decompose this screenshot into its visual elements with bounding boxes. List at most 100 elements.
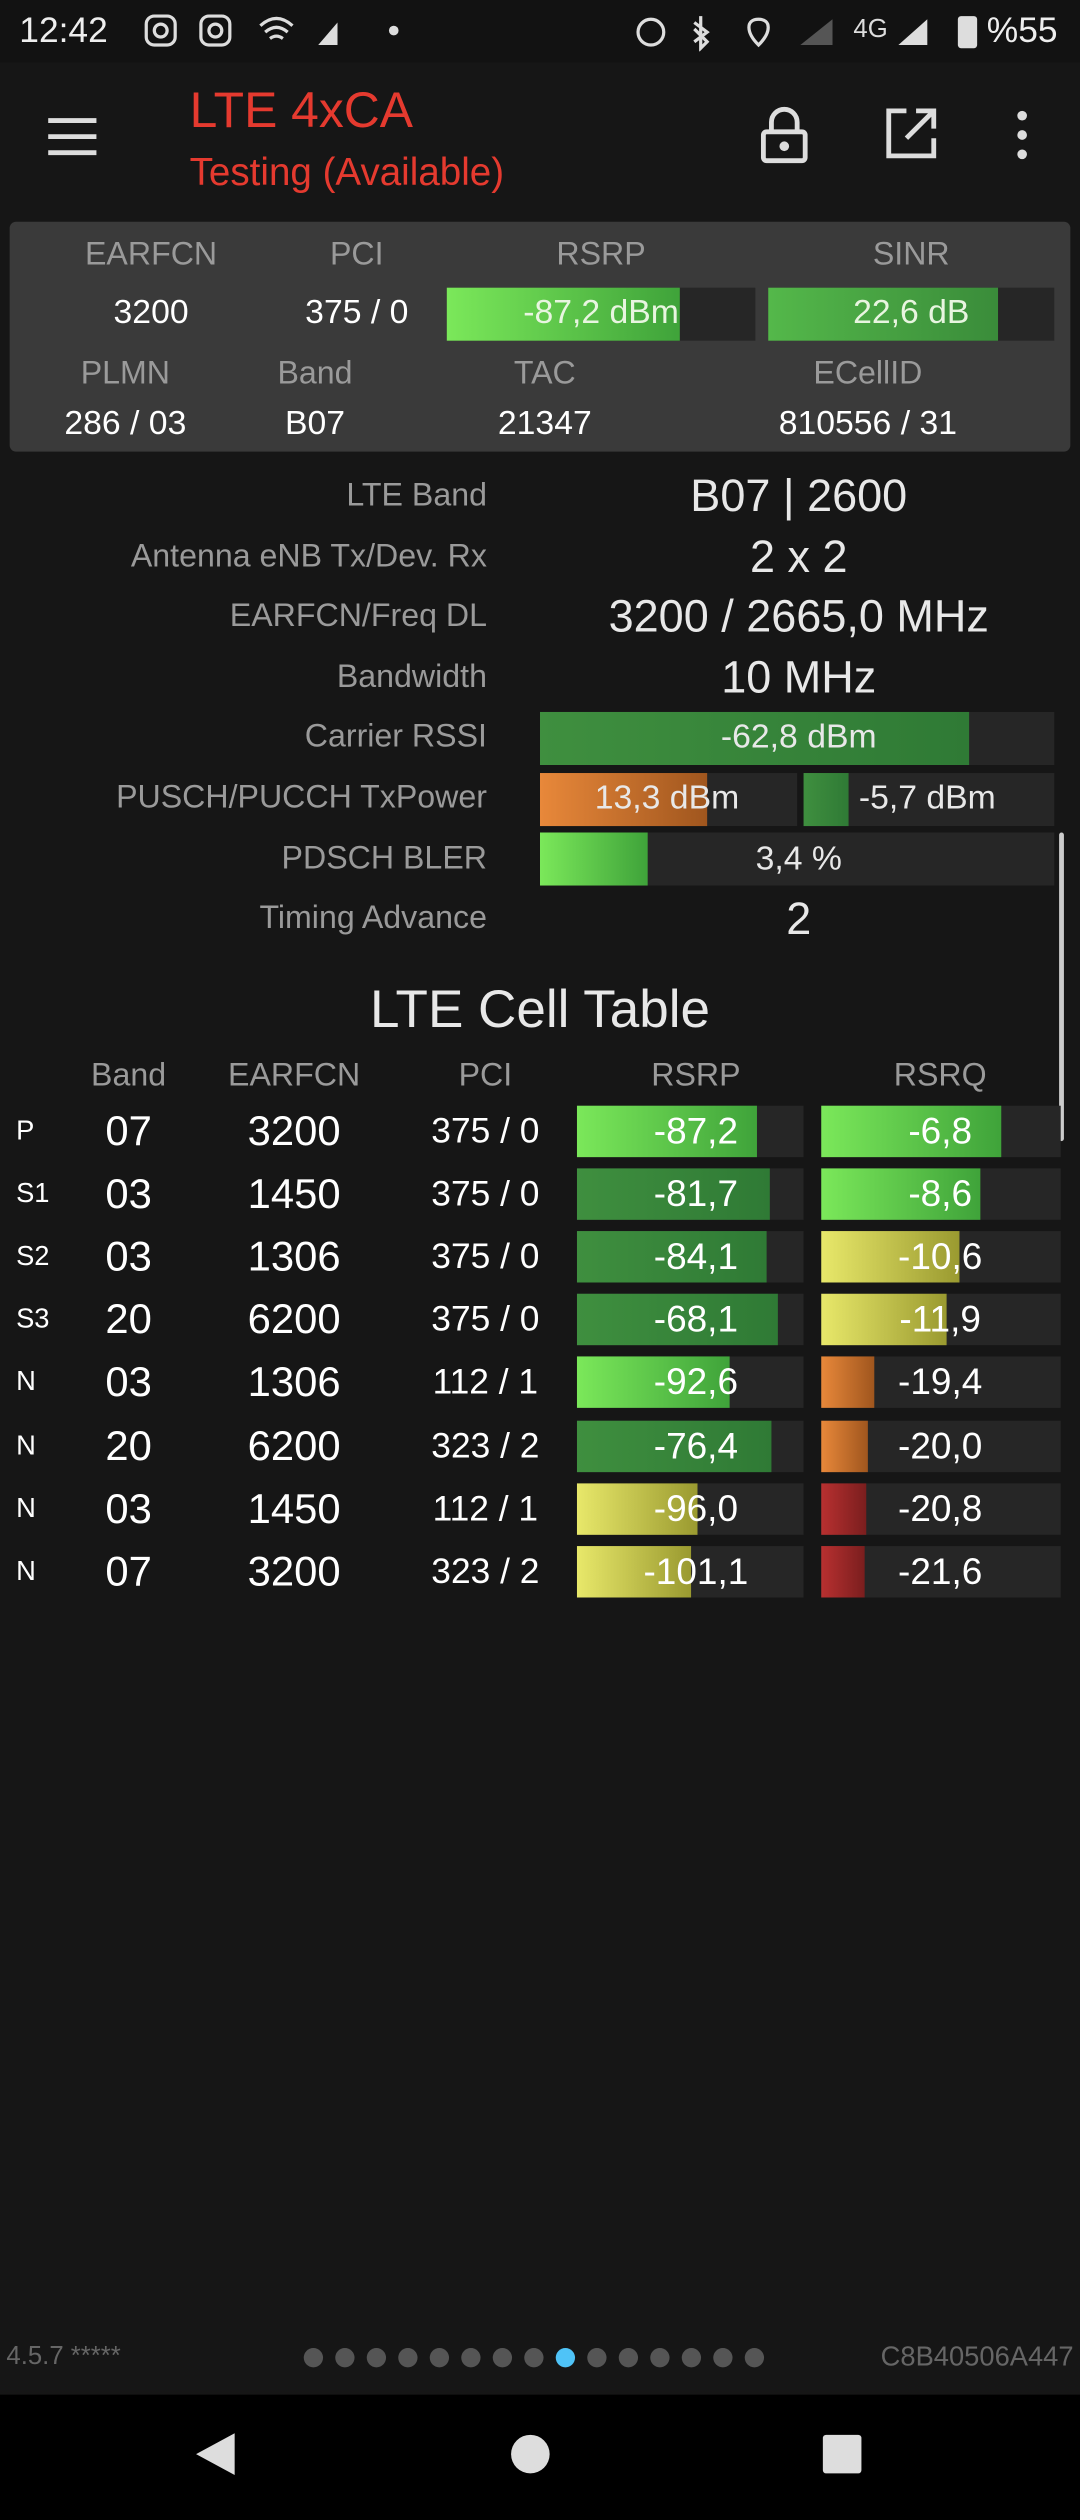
rsrq-bar bbox=[821, 1294, 947, 1346]
battery-icon bbox=[957, 16, 978, 49]
cell-value: -8,6 bbox=[908, 1172, 973, 1215]
page-dot[interactable] bbox=[555, 2348, 576, 2368]
summary-label: PCI bbox=[329, 237, 384, 273]
cell-value: 323 / 2 bbox=[431, 1550, 540, 1591]
summary-value: -87,2 dBm bbox=[523, 294, 679, 332]
rsrq-bar bbox=[821, 1419, 868, 1472]
rsrq-bar-track bbox=[821, 1231, 1061, 1283]
cell-value: 112 / 1 bbox=[432, 1361, 539, 1403]
rsrq-bar-track bbox=[821, 1168, 1061, 1220]
page-dot[interactable] bbox=[713, 2348, 733, 2368]
detail-value: 2 x 2 bbox=[749, 531, 848, 582]
detail-label: PDSCH BLER bbox=[281, 840, 487, 877]
summary-value: 286 / 03 bbox=[64, 405, 187, 442]
detail-value: B07 | 2600 bbox=[690, 470, 908, 521]
cell-value: 375 / 0 bbox=[431, 1110, 540, 1151]
detail-value: 2 bbox=[786, 893, 812, 944]
column-header: RSRQ bbox=[893, 1058, 987, 1094]
bler-bar bbox=[540, 832, 648, 886]
cell-value: 03 bbox=[105, 1232, 152, 1281]
cell-value: 6200 bbox=[247, 1295, 341, 1344]
summary-value: 375 / 0 bbox=[305, 294, 409, 332]
detail-label: Timing Advance bbox=[259, 901, 487, 937]
page-dot[interactable] bbox=[587, 2348, 607, 2368]
cell-value: -20,0 bbox=[898, 1423, 983, 1466]
rsrq-bar bbox=[821, 1482, 867, 1535]
pucch-bar bbox=[803, 772, 849, 826]
rsrp-bar-track bbox=[576, 1105, 804, 1158]
more-button[interactable] bbox=[1009, 109, 1035, 160]
page-dot[interactable] bbox=[650, 2348, 670, 2368]
rsrq-bar bbox=[821, 1231, 960, 1283]
page-dot[interactable] bbox=[744, 2348, 765, 2368]
cell-type: N bbox=[16, 1429, 36, 1461]
recents-button[interactable] bbox=[822, 2434, 862, 2474]
cell-value: -21,6 bbox=[898, 1549, 983, 1592]
summary-value: 3200 bbox=[113, 294, 189, 332]
page-dot[interactable] bbox=[524, 2348, 544, 2368]
rsrp-bar-track bbox=[576, 1545, 804, 1597]
column-header: RSRP bbox=[651, 1058, 741, 1094]
open-external-button[interactable] bbox=[884, 106, 939, 161]
detail-value: 10 MHz bbox=[721, 652, 877, 702]
cell-type: S2 bbox=[16, 1241, 50, 1272]
rssi-bar-track bbox=[540, 711, 1055, 765]
status-icons-left bbox=[144, 14, 399, 47]
page-dot[interactable] bbox=[429, 2348, 450, 2368]
summary-label: PLMN bbox=[80, 355, 171, 392]
cell-value: -84,1 bbox=[653, 1235, 739, 1278]
cell-value: 20 bbox=[105, 1295, 152, 1344]
detail-value: 13,3 dBm bbox=[594, 779, 740, 817]
battery-level: %55 bbox=[986, 9, 1058, 50]
rsrp-bar-track bbox=[576, 1419, 804, 1472]
detail-value: 3,4 % bbox=[755, 839, 842, 877]
page-dot[interactable] bbox=[366, 2348, 387, 2368]
rsrq-bar-track bbox=[821, 1294, 1061, 1346]
cell-value: 6200 bbox=[247, 1420, 341, 1469]
detail-label: LTE Band bbox=[346, 478, 487, 514]
page-dot[interactable] bbox=[335, 2348, 355, 2368]
cell-type: S3 bbox=[16, 1303, 50, 1335]
signal-icon bbox=[898, 19, 928, 46]
toolbar bbox=[0, 62, 1080, 217]
page-dot[interactable] bbox=[492, 2348, 513, 2368]
detail-label: Bandwidth bbox=[336, 659, 487, 695]
scrollbar bbox=[1059, 832, 1064, 1142]
column-header: Band bbox=[91, 1058, 167, 1094]
pusch-bar-track bbox=[540, 772, 798, 826]
home-button[interactable] bbox=[511, 2434, 550, 2474]
page-indicator bbox=[303, 2348, 765, 2368]
rsrp-bar-track bbox=[576, 1357, 804, 1409]
rsrq-bar-track bbox=[821, 1105, 1061, 1158]
rsrp-bar bbox=[576, 1545, 692, 1597]
table-title: LTE Cell Table bbox=[369, 978, 711, 1039]
page-dot[interactable] bbox=[398, 2348, 418, 2368]
detail-value: -62,8 dBm bbox=[720, 719, 877, 756]
summary-value: B07 bbox=[284, 405, 346, 442]
cell-value: -6,8 bbox=[908, 1109, 973, 1152]
cell-value: 375 / 0 bbox=[431, 1299, 540, 1340]
cell-value: 1306 bbox=[247, 1232, 341, 1281]
cell-type: N bbox=[16, 1555, 36, 1586]
cell-value: -87,2 bbox=[653, 1109, 739, 1152]
cell-value: -20,8 bbox=[898, 1486, 983, 1529]
rsrp-bar bbox=[576, 1168, 770, 1220]
cell-value: -68,1 bbox=[653, 1298, 739, 1341]
lock-button[interactable] bbox=[759, 106, 810, 164]
rsrp-bar bbox=[576, 1357, 730, 1409]
detail-label: Antenna eNB Tx/Dev. Rx bbox=[130, 538, 487, 574]
rsrp-bar-track bbox=[446, 286, 756, 340]
back-button[interactable] bbox=[196, 2433, 235, 2476]
pucch-bar-track bbox=[803, 772, 1055, 826]
page-dot[interactable] bbox=[618, 2348, 639, 2368]
cell-type: S1 bbox=[16, 1178, 50, 1209]
rsrp-bar-track bbox=[576, 1294, 804, 1346]
column-header: EARFCN bbox=[228, 1058, 361, 1094]
page-dot[interactable] bbox=[681, 2348, 702, 2368]
rsrq-bar bbox=[821, 1168, 981, 1220]
sinr-bar bbox=[768, 286, 999, 340]
page-dot[interactable] bbox=[461, 2348, 481, 2368]
rsrq-bar-track bbox=[821, 1419, 1061, 1472]
page-dot[interactable] bbox=[303, 2348, 324, 2368]
menu-button[interactable] bbox=[45, 116, 100, 158]
